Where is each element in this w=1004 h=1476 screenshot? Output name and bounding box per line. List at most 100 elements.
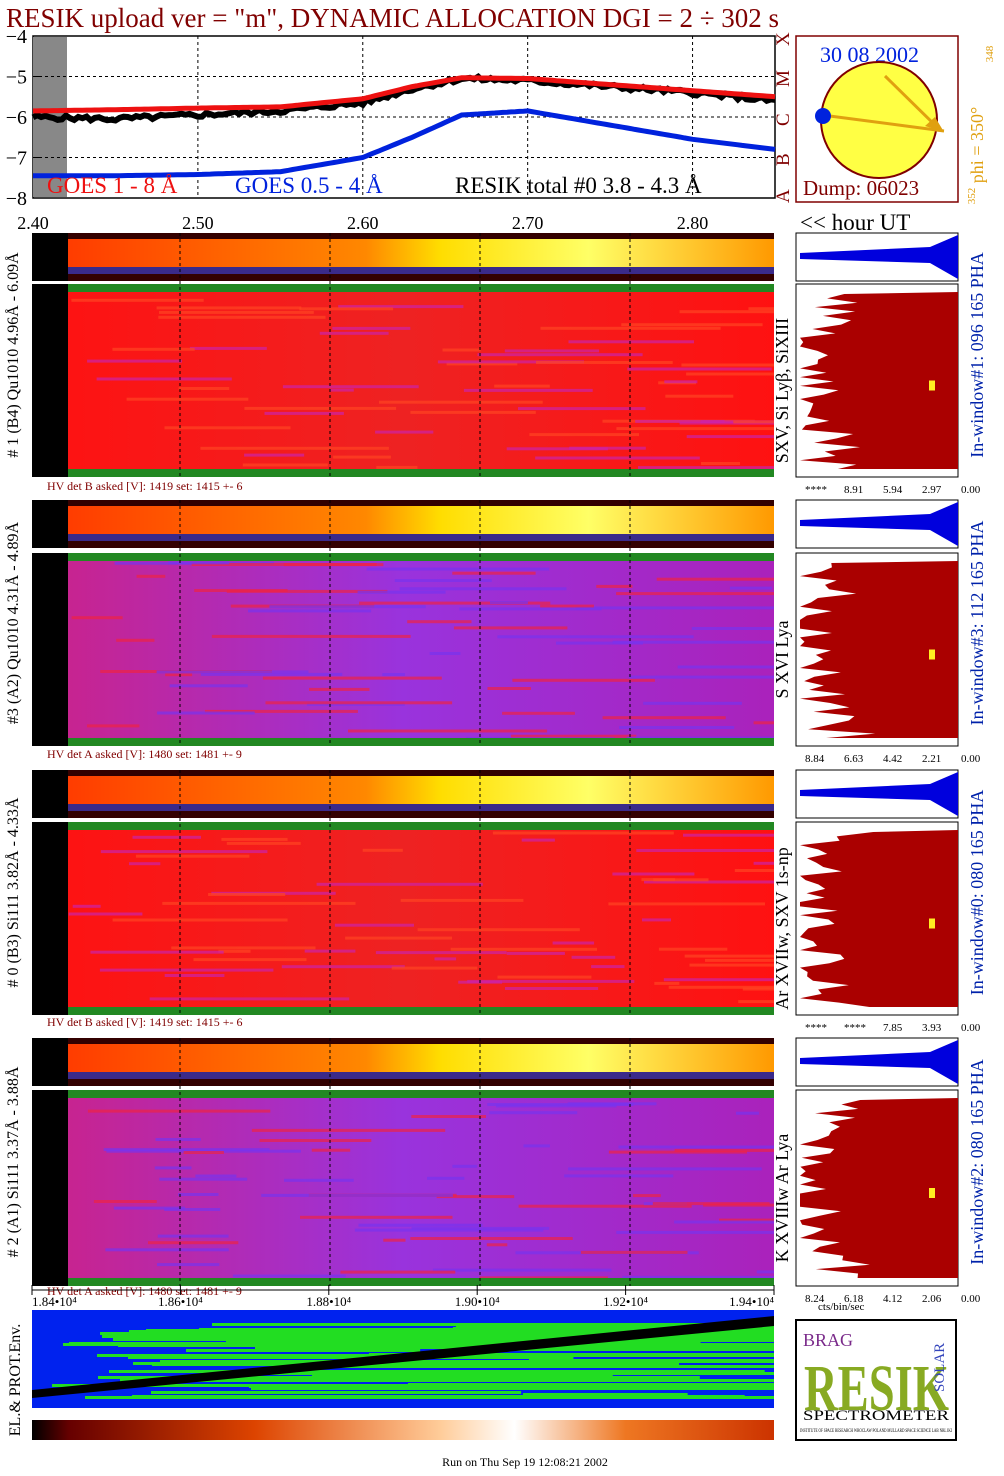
spectrogram-streak [689, 963, 774, 967]
spectrogram-streak [208, 893, 286, 896]
spectrogram-streak [96, 377, 232, 381]
spectrogram-streak [518, 407, 646, 411]
pha-histogram [800, 1040, 958, 1084]
line-label: Ar XVIIw, SXV 1s-np [772, 847, 792, 1010]
class-label-a: A [773, 189, 794, 203]
envelope-band [226, 1341, 541, 1344]
envelope-band [151, 1391, 522, 1394]
spectrogram-streak [226, 589, 388, 593]
spectrogram-streak [383, 1238, 406, 1242]
pha-histogram [800, 235, 958, 279]
detector-label: # 2 (A1) Si111 3.37Å - 3.88Å [4, 1066, 22, 1257]
spectrogram-streak [432, 1268, 612, 1272]
logo-frame [795, 1319, 957, 1441]
spectrogram-streak [93, 1200, 157, 1203]
envelope-band [523, 1393, 688, 1396]
spectrogram-streak [510, 734, 637, 738]
spectrogram-streak [375, 430, 434, 434]
spectrogram-streak [226, 841, 301, 845]
spectrogram-streak [165, 673, 193, 677]
spectrogram-streak [521, 838, 555, 842]
strip-spectrogram [32, 776, 774, 806]
spectrogram-streak [496, 1104, 617, 1108]
spectrogram-streak [652, 1202, 770, 1206]
spectrogram-streak [736, 1111, 759, 1115]
bottom-tick-label: 1.88•10⁴ [306, 1294, 351, 1309]
hist-tick-label: 2.97 [922, 484, 942, 496]
bottom-time-axis: 1.84•10⁴ 1.86•10⁴ 1.88•10⁴ 1.90•10⁴ 1.92•10⁴… [31, 1285, 775, 1309]
hist-tick-label: **** [844, 1022, 866, 1034]
phi-arrow-head [925, 117, 944, 132]
legend-goes-long: GOES 1 - 8 Å [47, 173, 178, 198]
spectrogram-streak [497, 635, 694, 639]
envelope-diagonal [32, 1316, 774, 1398]
pha-histogram [800, 502, 958, 546]
spectrogram-streak [332, 326, 411, 330]
spectrogram-streak [330, 388, 354, 392]
spectrogram-streak [159, 310, 314, 314]
spectrogram-streak [410, 410, 536, 414]
envelope-band [199, 1328, 533, 1331]
hist-tick-label: **** [805, 484, 827, 496]
x-axis-label: << hour UT [800, 210, 910, 235]
envelope-band [249, 1385, 749, 1388]
spectrogram-streak [333, 455, 391, 459]
spectrogram-streak [261, 1193, 453, 1197]
envelope-band [98, 1376, 700, 1379]
spectrogram-streak [132, 835, 201, 839]
envelope-bands [52, 1323, 774, 1399]
window-label: In-window#2: 080 165 PHA [967, 1059, 987, 1265]
spectrogram-streak [162, 901, 356, 905]
y-tick-label: −4 [6, 26, 27, 48]
envelope-band [206, 1337, 675, 1340]
spectrogram-streak [348, 729, 548, 733]
spectrogram-streak [103, 1148, 270, 1152]
spectrogram-streak [194, 589, 288, 592]
y-tick-label: −7 [6, 148, 27, 170]
hv-label: HV det B asked [V]: 1419 set: 1415 +- 6 [47, 1015, 243, 1029]
run-footer: Run on Thu Sep 19 12:08:21 2002 [442, 1455, 608, 1469]
spectrogram-streak [248, 609, 372, 613]
spectrogram-streak [638, 466, 774, 470]
hist-tick-label: 8.24 [805, 1293, 825, 1305]
envelope-band [298, 1365, 774, 1368]
envelope-band [128, 1356, 574, 1359]
spectrogram-streak [719, 1218, 774, 1222]
envelope-band [186, 1349, 421, 1352]
window-label: In-window#0: 080 165 PHA [967, 790, 987, 996]
envelope-band [498, 1379, 774, 1382]
logo-letters: RESIK [804, 1352, 949, 1425]
spectrogram-streak [437, 360, 584, 364]
spectrogram-streak [567, 1102, 657, 1106]
dump-label: Dump: 06023 [803, 176, 919, 200]
envelope-band [178, 1379, 774, 1382]
spectrogram-edge-bottom [32, 469, 774, 477]
hv-label: HV det A asked [V]: 1480 set: 1481 +- 9 [47, 747, 242, 761]
spectrogram-streak [633, 1194, 661, 1198]
spectrogram-streak [540, 604, 594, 608]
spectrogram-streak [635, 419, 725, 423]
spectrogram-streak [259, 1139, 372, 1142]
spectrogram-streak [87, 1109, 271, 1113]
resik-logo: BRAG RESIK SOLAR SPECTROMETER INSTITUTE … [795, 1319, 957, 1441]
spectrogram-streak [653, 878, 709, 882]
spectrogram-streak [113, 1206, 186, 1210]
spectrogram-streak [204, 709, 358, 713]
hist-tick-label: 6.63 [844, 753, 864, 765]
spectrogram-streak [452, 1164, 478, 1168]
spectrogram-streak [157, 1263, 220, 1267]
hist-tick-label: 5.94 [883, 484, 903, 496]
spectrogram-streak [664, 380, 698, 384]
spectrogram-gap [32, 1090, 68, 1286]
spectrogram-streak [244, 406, 397, 410]
spectrogram-streak [701, 462, 740, 465]
spectrogram-gap [32, 284, 68, 477]
line-label: K XVIIIw Ar Lya [772, 1134, 792, 1262]
spectrogram-streak [189, 346, 267, 350]
spectrogram-streak [382, 673, 405, 676]
spectrogram-gap [32, 553, 68, 746]
spectrogram-streak [686, 435, 774, 439]
spectrogram-streak [218, 949, 251, 953]
spectrogram-streak [619, 726, 735, 729]
